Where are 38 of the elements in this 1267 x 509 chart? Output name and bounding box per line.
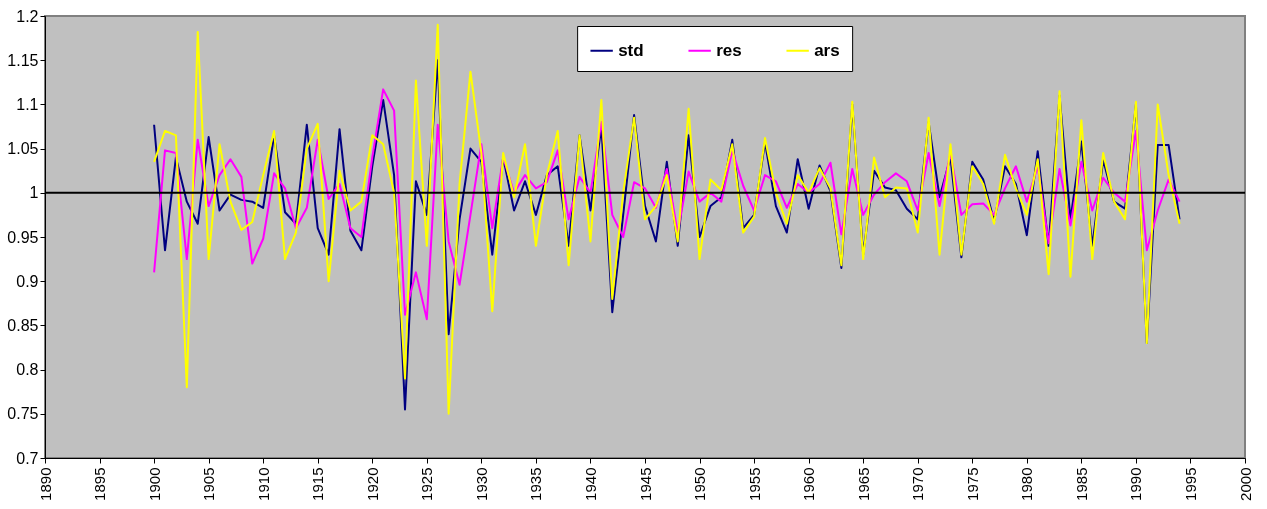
y-tick-label: 0.9 [16,272,39,290]
x-tick-label: 1900 [145,467,163,501]
x-tick-label: 1890 [36,467,54,501]
x-tick-label: 1990 [1127,467,1145,501]
y-tick-label: 0.7 [16,449,39,467]
x-tick-label: 1960 [800,467,818,501]
x-tick-label: 1995 [1181,467,1199,501]
legend-label: std [618,40,644,60]
x-tick-label: 1920 [363,467,381,501]
x-tick-label: 1915 [309,467,327,501]
y-tick-label: 0.75 [7,405,39,423]
legend-label: ars [814,40,840,60]
y-tick-label: 1.2 [16,7,39,25]
legend-label: res [716,40,742,60]
y-tick-label: 1.1 [16,95,39,113]
x-tick-label: 1975 [963,467,981,501]
line-series [153,88,1181,321]
x-tick-label: 2000 [1236,467,1254,501]
x-tick-label: 1945 [636,467,654,501]
x-tick-label: 1935 [527,467,545,501]
x-tick-label: 1965 [854,467,872,501]
y-tick-label: 0.95 [7,228,39,246]
x-tick-label: 1940 [581,467,599,501]
x-tick-label: 1895 [91,467,109,501]
y-tick-label: 0.8 [16,361,39,379]
x-tick-label: 1925 [418,467,436,501]
x-tick-label: 1905 [200,467,218,501]
y-tick-label: 0.85 [7,316,39,334]
x-tick-label: 1985 [1072,467,1090,501]
x-tick-label: 1980 [1018,467,1036,501]
x-tick-label: 1910 [254,467,272,501]
y-tick-label: 1.05 [7,140,39,158]
y-tick-label: 1 [29,184,39,202]
y-tick-label: 1.15 [7,51,39,69]
x-tick-label: 1950 [691,467,709,501]
x-tick-label: 1970 [909,467,927,501]
x-tick-label: 1930 [472,467,490,501]
x-tick-label: 1955 [745,467,763,501]
